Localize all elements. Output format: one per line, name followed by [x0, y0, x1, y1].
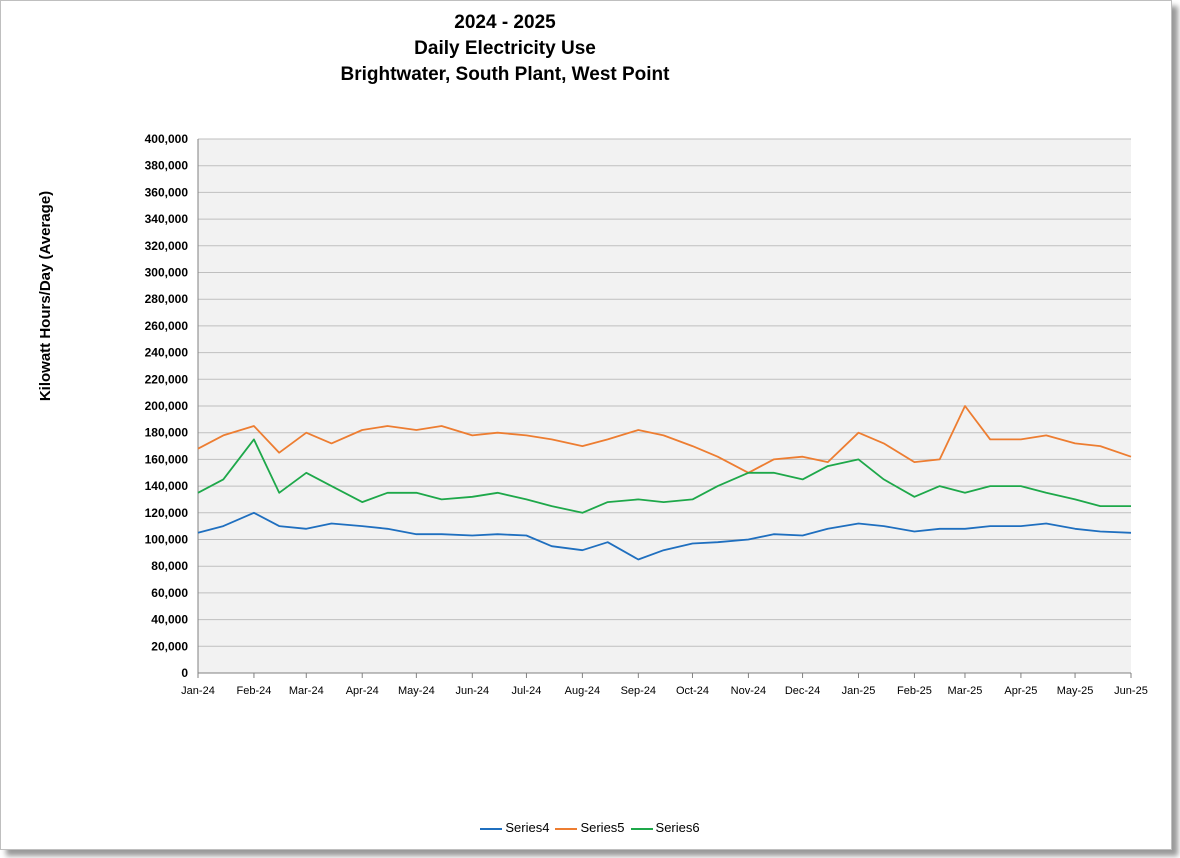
title-line-3: Brightwater, South Plant, West Point — [340, 64, 670, 85]
chart-title: 2024 - 2025 Daily Electricity Use Bright… — [0, 10, 1010, 88]
y-tick-label: 380,000 — [145, 159, 189, 173]
y-tick-label: 120,000 — [145, 506, 189, 520]
legend-swatch — [630, 827, 653, 830]
y-tick-label: 360,000 — [145, 185, 189, 199]
x-tick-label: May-24 — [398, 685, 435, 697]
title-line-1: 2024 - 2025 — [454, 12, 556, 33]
y-tick-label: 140,000 — [145, 479, 189, 493]
x-tick-label: Jan-25 — [842, 685, 876, 697]
series-line-series6 — [197, 438, 1131, 514]
y-tick-label: 160,000 — [145, 452, 189, 466]
y-tick-label: 60,000 — [151, 586, 188, 600]
x-tick-label: Jun-24 — [455, 685, 489, 697]
y-tick-label: 280,000 — [145, 292, 189, 306]
y-tick-label: 320,000 — [145, 239, 189, 253]
y-tick-label: 340,000 — [145, 212, 189, 226]
y-tick-label: 20,000 — [151, 639, 188, 653]
y-tick-label: 180,000 — [145, 426, 189, 440]
legend-label: Series6 — [655, 820, 700, 835]
x-tick-label: Sep-24 — [621, 685, 656, 697]
y-tick-label: 100,000 — [145, 533, 189, 547]
series-line-series5 — [197, 405, 1132, 474]
y-tick-label: 300,000 — [145, 266, 189, 280]
x-tick-label: Apr-24 — [346, 685, 379, 697]
y-tick-label: 260,000 — [145, 319, 189, 333]
y-axis-label: Kilowatt Hours/Day (Average) — [37, 191, 54, 401]
x-tick-label: Feb-24 — [237, 685, 272, 697]
x-tick-label: Apr-25 — [1004, 685, 1037, 697]
x-tick-label: Nov-24 — [731, 685, 766, 697]
y-tick-label: 400,000 — [145, 132, 189, 146]
x-tick-label: Jun-25 — [1114, 685, 1148, 697]
y-tick-label: 40,000 — [151, 613, 188, 627]
legend-swatch — [480, 827, 503, 830]
legend: Series4 Series5 Series6 — [0, 820, 1180, 835]
x-tick-label: Jan-24 — [181, 685, 215, 697]
legend-label: Series5 — [580, 820, 625, 835]
x-tick-label: Feb-25 — [897, 685, 932, 697]
x-tick-label: Mar-24 — [289, 685, 324, 697]
y-tick-label: 200,000 — [145, 399, 189, 413]
x-tick-label: Aug-24 — [565, 685, 600, 697]
y-tick-label: 0 — [181, 666, 188, 680]
x-tick-label: Mar-25 — [948, 685, 983, 697]
legend-swatch — [555, 827, 578, 830]
x-tick-label: May-25 — [1057, 685, 1094, 697]
series-line-series4 — [197, 511, 1132, 561]
y-tick-label: 80,000 — [151, 559, 188, 573]
x-tick-label: Jul-24 — [511, 685, 541, 697]
x-tick-label: Oct-24 — [676, 685, 709, 697]
legend-entry: Series5 — [555, 820, 625, 835]
x-tick-label: Dec-24 — [785, 685, 820, 697]
y-tick-label: 240,000 — [145, 346, 189, 360]
y-tick-label: 220,000 — [145, 372, 189, 386]
legend-label: Series4 — [505, 820, 550, 835]
title-line-2: Daily Electricity Use — [414, 38, 596, 59]
legend-entry: Series6 — [630, 820, 700, 835]
legend-entry: Series4 — [480, 820, 549, 835]
